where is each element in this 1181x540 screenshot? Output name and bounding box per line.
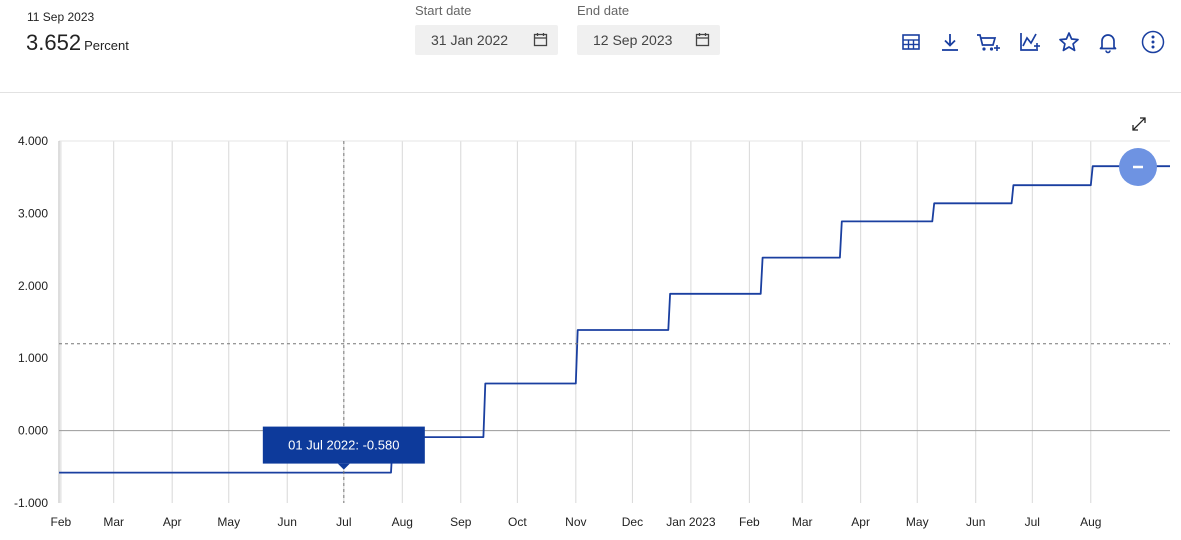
x-tick-label: Apr (163, 515, 182, 529)
y-tick-label: 4.000 (18, 134, 48, 148)
x-tick-label: Jul (336, 515, 351, 529)
latest-date: 11 Sep 2023 (27, 10, 95, 24)
y-tick-label: 1.000 (18, 351, 48, 365)
end-date-label: End date (577, 3, 630, 18)
end-date-value: 12 Sep 2023 (593, 32, 673, 48)
expand-icon[interactable] (1132, 117, 1146, 131)
x-tick-label: Aug (392, 515, 413, 529)
tooltip-pointer (337, 463, 350, 470)
start-date-label: Start date (415, 3, 472, 18)
value-unit: Percent (84, 38, 129, 53)
zoom-out-button[interactable] (1119, 148, 1157, 186)
tooltip-box (262, 426, 425, 464)
x-tick-label: Jan 2023 (666, 515, 716, 529)
latest-value-number: 3.652 (26, 30, 82, 55)
x-tick-label: May (906, 515, 929, 529)
end-date-field[interactable]: 12 Sep 2023 (577, 25, 720, 55)
chart-header: 11 Sep 2023 3.652 Percent Start date 31 J… (0, 0, 1181, 93)
x-tick-label: Oct (508, 515, 527, 529)
download-icon[interactable] (938, 30, 962, 54)
x-tick-label: Jun (278, 515, 297, 529)
star-icon[interactable] (1057, 30, 1081, 54)
series-line (59, 165, 1170, 474)
x-tick-label: Jun (966, 515, 985, 529)
x-tick-label: Mar (103, 515, 124, 529)
more-icon[interactable] (1141, 30, 1165, 54)
bell-icon[interactable] (1096, 30, 1120, 54)
x-tick-label: Feb (51, 515, 72, 529)
x-tick-label: Nov (565, 515, 586, 529)
y-tick-label: 3.000 (18, 206, 48, 220)
x-tick-label: Apr (851, 515, 870, 529)
y-tick-label: 0.000 (18, 424, 48, 438)
y-tick-label: 2.000 (18, 279, 48, 293)
series-layer (59, 165, 1170, 474)
x-tick-label: Sep (450, 515, 472, 529)
calendar-icon[interactable] (533, 32, 548, 50)
grid (59, 140, 1170, 503)
latest-value: 3.652 Percent (26, 30, 129, 56)
start-date-field[interactable]: 31 Jan 2022 (415, 25, 558, 55)
start-date-value: 31 Jan 2022 (431, 32, 509, 48)
calendar-icon[interactable] (695, 32, 710, 50)
x-tick-label: Jul (1025, 515, 1040, 529)
x-tick-label: Dec (622, 515, 643, 529)
tooltip-text: 01 Jul 2022: -0.580 (288, 438, 399, 453)
x-tick-label: Feb (739, 515, 760, 529)
x-tick-label: Aug (1080, 515, 1101, 529)
y-tick-label: -1.000 (14, 496, 48, 510)
table-icon[interactable] (899, 30, 923, 54)
tooltip: 01 Jul 2022: -0.580 (262, 426, 425, 470)
line-chart: Feb Mar Apr May Jun Jul Aug Sep Oct Nov Dec Jan 202… (14, 117, 1170, 529)
cart-add-icon[interactable] (976, 30, 1000, 54)
x-tick-label: Mar (792, 515, 813, 529)
axes: Feb Mar Apr May Jun Jul Aug Sep Oct Nov Dec Jan 202… (14, 134, 1170, 529)
overlay: 01 Jul 2022: -0.580 (59, 141, 1170, 503)
chart-add-icon[interactable] (1018, 30, 1042, 54)
x-tick-label: May (217, 515, 240, 529)
